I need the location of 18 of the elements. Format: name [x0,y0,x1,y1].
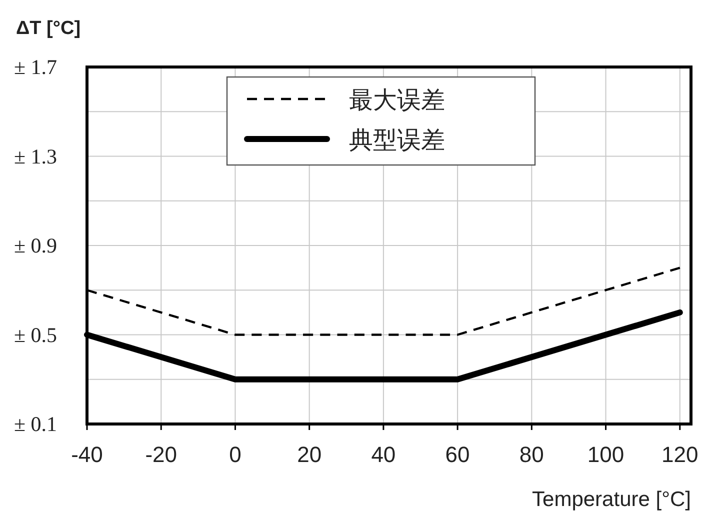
y-tick-label: ± 0.9 [14,234,58,258]
legend-label: 典型误差 [349,128,445,154]
x-tick-label: 80 [519,442,544,467]
y-tick-label: ± 0.5 [14,322,58,347]
legend-label: 最大误差 [349,88,445,114]
x-tick-label: 40 [371,442,396,467]
x-tick-label: 0 [229,442,242,467]
x-tick-label: 60 [445,442,470,467]
x-tick-label: 100 [587,442,624,467]
y-tick-label: ± 0.1 [14,412,58,436]
y-tick-label: ± 1.7 [14,55,58,79]
x-tick-label: -40 [71,442,103,467]
y-axis-title: ΔT [°C] [16,18,81,39]
x-tick-label: 120 [662,442,698,467]
x-tick-label: 20 [297,442,322,467]
y-tick-label: ± 1.3 [14,144,58,168]
x-tick-label: -20 [145,442,178,467]
x-axis-title: Temperature [°C] [532,488,691,511]
